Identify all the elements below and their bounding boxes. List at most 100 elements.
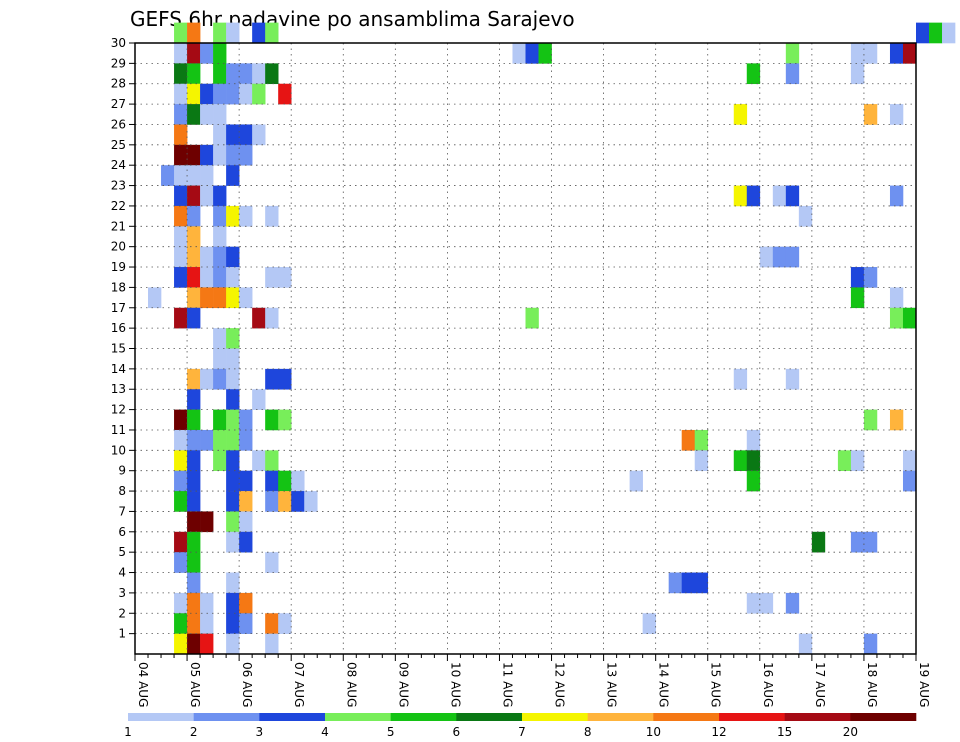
- heatmap-cell: [226, 450, 240, 471]
- heatmap-cell: [213, 348, 227, 370]
- heatmap-cell: [174, 205, 188, 227]
- heatmap-cell: [525, 307, 539, 329]
- heatmap-cell: [226, 368, 240, 390]
- heatmap-cell: [642, 613, 656, 634]
- heatmap-cell: [785, 592, 800, 614]
- heatmap-cell: [850, 531, 865, 553]
- y-tick-label: 16: [111, 321, 126, 335]
- x-tick-label: 04 AUG: [136, 662, 150, 707]
- heatmap-cell: [161, 165, 175, 186]
- heatmap-cell: [213, 63, 227, 85]
- heatmap-cell: [265, 450, 279, 471]
- heatmap-cell: [265, 307, 279, 329]
- heatmap-cell: [252, 307, 266, 329]
- heatmap-cell: [863, 43, 878, 64]
- heatmap-cell: [174, 165, 188, 186]
- colorbar-swatch: [719, 713, 785, 721]
- colorbar-tick-label: 15: [777, 725, 792, 739]
- heatmap-cell: [733, 185, 748, 207]
- x-tick-label: 16 AUG: [761, 662, 775, 707]
- y-tick-label: 14: [111, 362, 126, 376]
- heatmap-cell: [239, 124, 253, 146]
- heatmap-cell: [863, 633, 878, 655]
- y-tick-label: 8: [118, 484, 126, 498]
- heatmap-cell: [213, 368, 227, 390]
- heatmap-cell: [252, 83, 266, 105]
- heatmap-cell: [213, 328, 227, 349]
- heatmap-cell: [239, 592, 253, 614]
- x-tick-label: 19 AUG: [917, 662, 931, 707]
- heatmap-cell: [174, 450, 188, 471]
- heatmap-cell: [187, 144, 201, 166]
- heatmap-cell: [239, 83, 253, 105]
- heatmap-cell: [291, 491, 305, 512]
- heatmap-cell: [226, 144, 240, 166]
- colorbar-swatch: [850, 713, 917, 721]
- y-tick-label: 12: [111, 403, 126, 417]
- heatmap-cell: [213, 185, 227, 207]
- heatmap-cell: [681, 429, 696, 451]
- heatmap-cell: [538, 43, 552, 64]
- y-tick-label: 1: [118, 627, 126, 641]
- heatmap-cell: [200, 104, 214, 125]
- heatmap-cell: [889, 185, 904, 207]
- heatmap-cell: [200, 144, 214, 166]
- heatmap-cell: [733, 368, 748, 390]
- heatmap-cell: [746, 429, 761, 451]
- colorbar-tick-label: 7: [518, 725, 526, 739]
- heatmap-cell: [902, 450, 917, 471]
- heatmap-cell: [759, 246, 774, 268]
- heatmap-cell: [929, 22, 943, 44]
- heatmap-cell: [265, 22, 279, 44]
- heatmap-cell: [226, 389, 240, 410]
- heatmap-cell: [187, 267, 201, 288]
- heatmap-cell: [187, 389, 201, 410]
- heatmap-cell: [239, 205, 253, 227]
- heatmap-cell: [213, 144, 227, 166]
- y-tick-label: 2: [118, 606, 126, 620]
- heatmap-cell: [304, 491, 318, 512]
- heatmap-cell: [239, 613, 253, 634]
- heatmap-cell: [200, 368, 214, 390]
- heatmap-cell: [174, 613, 188, 634]
- heatmap-cell: [278, 470, 292, 492]
- y-tick-label: 27: [111, 97, 126, 111]
- heatmap-cell: [174, 185, 188, 207]
- heatmap-cell: [772, 185, 787, 207]
- y-tick-label: 5: [118, 545, 126, 559]
- colorbar-swatch: [522, 713, 588, 721]
- heatmap-cell: [174, 267, 188, 288]
- x-tick-label: 14 AUG: [657, 662, 671, 707]
- heatmap-cell: [200, 429, 214, 451]
- heatmap-cell: [187, 246, 201, 268]
- colorbar-swatch: [784, 713, 851, 721]
- heatmap-cell: [863, 267, 878, 288]
- heatmap-cell: [226, 531, 240, 553]
- heatmap-cell: [187, 165, 201, 186]
- heatmap-cell: [226, 633, 240, 655]
- heatmap-cell: [200, 43, 214, 64]
- heatmap-cell: [200, 613, 214, 634]
- grid-lines: [135, 43, 916, 654]
- heatmap-cell: [525, 43, 539, 64]
- y-tick-label: 18: [111, 280, 126, 294]
- heatmap-cell: [200, 287, 214, 309]
- heatmap-cell: [174, 531, 188, 553]
- heatmap-cell: [694, 450, 709, 471]
- y-tick-label: 19: [111, 260, 126, 274]
- colorbar-swatch: [325, 713, 391, 721]
- colorbar-swatch: [653, 713, 720, 721]
- heatmap-cell: [265, 368, 279, 390]
- heatmap-cell: [213, 22, 227, 44]
- colorbar-swatch: [128, 713, 194, 721]
- heatmap-cell: [239, 144, 253, 166]
- heatmap-cell: [239, 287, 253, 309]
- colorbar-swatch: [587, 713, 654, 721]
- heatmap-cell: [187, 633, 201, 655]
- heatmap-cell: [694, 572, 709, 594]
- colorbar-swatch: [390, 713, 457, 721]
- y-tick-label: 17: [111, 301, 126, 315]
- x-tick-label: 12 AUG: [553, 662, 567, 707]
- heatmap-cell: [850, 63, 865, 85]
- y-axis-ticks: 1234567891011121314151617181920212223242…: [111, 36, 135, 641]
